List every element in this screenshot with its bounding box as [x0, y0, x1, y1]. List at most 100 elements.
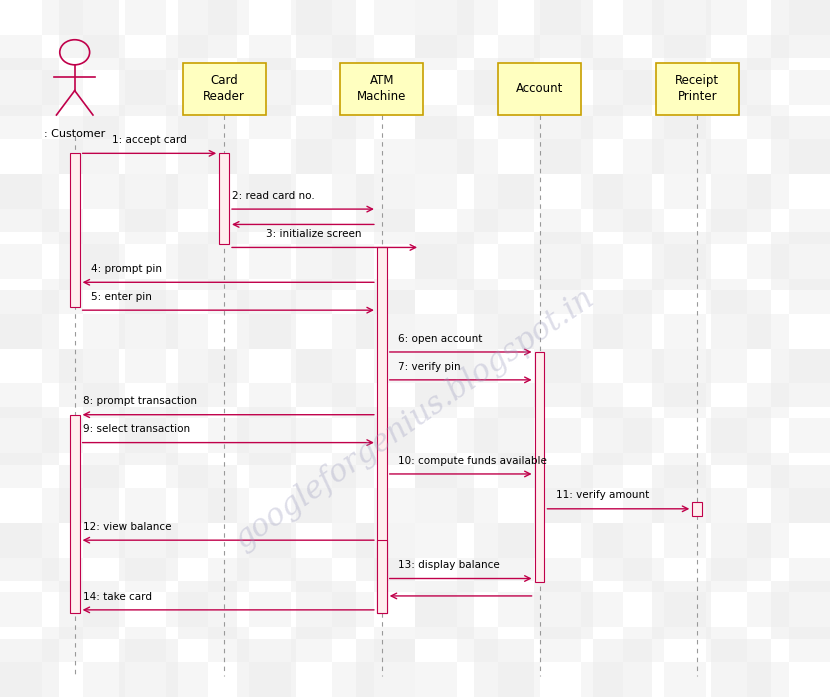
Bar: [498, 523, 540, 558]
Bar: [581, 523, 622, 558]
Text: 6: open account: 6: open account: [398, 334, 483, 344]
Bar: [540, 558, 581, 592]
Bar: [474, 523, 534, 581]
Bar: [42, 0, 83, 35]
Bar: [593, 523, 652, 581]
Bar: [356, 58, 415, 116]
Bar: [534, 581, 593, 639]
Bar: [374, 348, 415, 383]
Bar: [296, 465, 356, 523]
Bar: [178, 465, 237, 523]
Bar: [290, 348, 332, 383]
Bar: [622, 209, 664, 244]
Bar: [747, 244, 788, 279]
Bar: [290, 418, 332, 453]
Bar: [356, 174, 415, 232]
Bar: [166, 383, 208, 418]
Bar: [356, 523, 415, 581]
Bar: [415, 105, 457, 139]
Bar: [249, 35, 290, 70]
Bar: [498, 662, 540, 697]
Bar: [83, 523, 124, 558]
Bar: [166, 453, 208, 488]
Bar: [788, 418, 830, 453]
Bar: [706, 0, 747, 35]
Bar: [332, 453, 374, 488]
Bar: [178, 232, 237, 291]
Bar: [622, 488, 664, 523]
Bar: [581, 105, 622, 139]
Bar: [166, 35, 208, 70]
Bar: [622, 558, 664, 592]
Bar: [622, 0, 664, 35]
Bar: [457, 139, 498, 174]
Bar: [332, 174, 374, 209]
Bar: [706, 279, 747, 314]
Bar: [706, 627, 747, 662]
Bar: [771, 465, 830, 523]
Bar: [178, 0, 237, 58]
Bar: [457, 418, 498, 453]
Bar: [208, 418, 249, 453]
Bar: [415, 0, 474, 58]
Bar: [706, 418, 747, 453]
Bar: [788, 0, 830, 35]
Bar: [296, 0, 356, 58]
Bar: [540, 279, 581, 314]
Bar: [296, 348, 356, 406]
Bar: [498, 453, 540, 488]
Bar: [415, 35, 457, 70]
Bar: [59, 581, 119, 639]
Bar: [534, 465, 593, 523]
Bar: [711, 639, 771, 697]
Bar: [119, 639, 178, 697]
Bar: [457, 0, 498, 35]
Bar: [788, 279, 830, 314]
Bar: [540, 139, 581, 174]
Text: 4: prompt pin: 4: prompt pin: [91, 264, 163, 274]
Bar: [747, 105, 788, 139]
Bar: [534, 116, 593, 174]
Bar: [42, 558, 83, 592]
Bar: [290, 279, 332, 314]
Bar: [42, 70, 83, 105]
Bar: [581, 174, 622, 209]
Bar: [296, 116, 356, 174]
Bar: [534, 0, 593, 58]
Bar: [457, 279, 498, 314]
Bar: [652, 581, 711, 639]
Bar: [457, 627, 498, 662]
Bar: [290, 488, 332, 523]
Bar: [622, 139, 664, 174]
Bar: [622, 70, 664, 105]
Bar: [581, 592, 622, 627]
Text: Card
Reader: Card Reader: [203, 75, 245, 103]
Bar: [0, 291, 59, 348]
Bar: [374, 209, 415, 244]
Bar: [208, 70, 249, 105]
Bar: [457, 488, 498, 523]
Bar: [747, 314, 788, 348]
Bar: [415, 383, 457, 418]
Bar: [706, 488, 747, 523]
Bar: [0, 105, 42, 139]
Bar: [652, 116, 711, 174]
Bar: [692, 502, 702, 516]
Bar: [70, 153, 80, 307]
Bar: [711, 523, 771, 581]
Bar: [415, 662, 457, 697]
Bar: [208, 348, 249, 383]
Bar: [42, 418, 83, 453]
Bar: [374, 0, 415, 35]
Bar: [540, 348, 581, 383]
Bar: [711, 406, 771, 465]
Text: 1: accept card: 1: accept card: [112, 135, 187, 145]
Bar: [166, 592, 208, 627]
Bar: [706, 209, 747, 244]
Bar: [498, 35, 540, 70]
Bar: [0, 35, 42, 70]
Text: 10: compute funds available: 10: compute funds available: [398, 456, 547, 466]
Bar: [771, 116, 830, 174]
Bar: [415, 174, 457, 209]
Bar: [581, 383, 622, 418]
